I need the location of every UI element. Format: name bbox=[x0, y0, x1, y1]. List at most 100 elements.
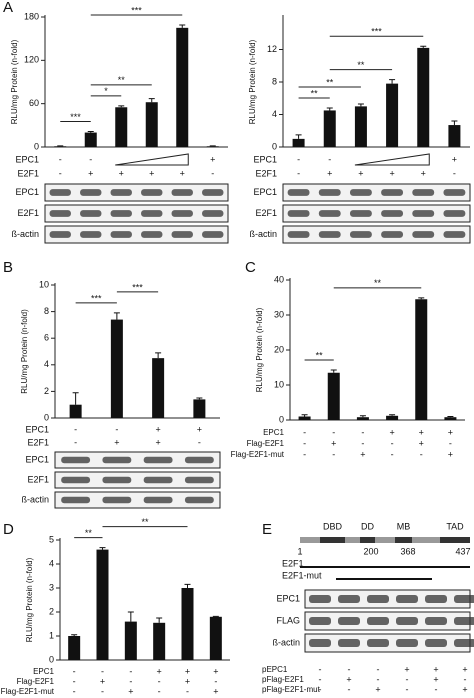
significance-label: *** bbox=[70, 112, 81, 122]
blot-band bbox=[202, 189, 224, 196]
blot-band bbox=[49, 210, 71, 217]
row-mark: - bbox=[449, 438, 452, 448]
blot-band bbox=[80, 189, 102, 196]
row-mark: + bbox=[114, 437, 119, 447]
bar bbox=[417, 47, 430, 147]
row-mark: - bbox=[377, 674, 380, 684]
bar bbox=[386, 415, 399, 420]
blot-band bbox=[143, 456, 173, 464]
blot-band bbox=[367, 639, 389, 647]
significance-label: *** bbox=[132, 282, 143, 292]
error-bar bbox=[451, 120, 458, 126]
panel-letter: E bbox=[262, 521, 272, 538]
blot-label: EPC1 bbox=[15, 187, 39, 197]
row-mark: - bbox=[73, 686, 76, 696]
error-bar bbox=[447, 416, 454, 418]
row-mark: + bbox=[389, 427, 394, 437]
bar bbox=[448, 125, 461, 147]
y-tick-label: 60 bbox=[29, 98, 39, 108]
y-tick-label: 0 bbox=[272, 141, 277, 151]
blot-band bbox=[102, 476, 132, 484]
row-mark: - bbox=[297, 154, 300, 164]
error-bar bbox=[72, 392, 79, 405]
bar bbox=[176, 27, 189, 147]
y-tick-label: 10 bbox=[274, 379, 284, 389]
row-mark: + bbox=[360, 449, 365, 459]
bar bbox=[153, 622, 166, 660]
y-tick-label: 0 bbox=[279, 414, 284, 424]
bar bbox=[298, 416, 311, 420]
blot-band bbox=[381, 189, 403, 196]
blot-band bbox=[61, 476, 91, 484]
domain-label: TAD bbox=[446, 521, 464, 531]
blot-band bbox=[412, 210, 435, 217]
row-mark: + bbox=[155, 424, 160, 434]
blot-band bbox=[396, 639, 418, 647]
row-label: E2F1 bbox=[255, 168, 277, 178]
significance-label: *** bbox=[91, 293, 102, 303]
panel-letter: A bbox=[3, 0, 13, 16]
gradient-triangle bbox=[354, 153, 430, 166]
row-mark: - bbox=[129, 676, 132, 686]
row-mark: - bbox=[391, 438, 394, 448]
y-axis-label: RLU/mg Protein (n-fold) bbox=[25, 557, 34, 642]
row-label: EPC1 bbox=[25, 424, 49, 434]
bar bbox=[84, 132, 97, 147]
y-tick-label: 4 bbox=[272, 109, 277, 119]
y-tick-label: 2 bbox=[44, 386, 49, 396]
bar bbox=[209, 616, 222, 660]
error-bar bbox=[184, 583, 191, 588]
domain bbox=[440, 537, 470, 543]
blot-band bbox=[202, 210, 224, 217]
bar bbox=[356, 417, 369, 420]
bar bbox=[152, 358, 165, 418]
blot-band bbox=[171, 210, 193, 217]
row-mark: + bbox=[433, 664, 438, 674]
blot-band bbox=[454, 639, 474, 647]
blot-label: E2F1 bbox=[27, 474, 49, 484]
error-bar bbox=[113, 312, 120, 320]
blot-band bbox=[80, 231, 102, 238]
blot-band bbox=[171, 189, 193, 196]
row-mark: + bbox=[419, 438, 424, 448]
blot-band bbox=[110, 231, 132, 238]
error-bar bbox=[148, 98, 155, 103]
y-tick-label: 0 bbox=[49, 654, 54, 664]
construct-label: E2F1 bbox=[282, 558, 304, 568]
blot-frame bbox=[44, 183, 229, 202]
blot-band bbox=[338, 639, 360, 647]
row-mark: + bbox=[185, 676, 190, 686]
row-mark: + bbox=[128, 686, 133, 696]
y-axis-label: RLU/mg Protein (n-fold) bbox=[10, 39, 19, 124]
blot-frame bbox=[54, 491, 221, 509]
row-mark: - bbox=[348, 664, 351, 674]
blot-band bbox=[350, 231, 372, 238]
row-mark: - bbox=[59, 168, 62, 178]
blot-band bbox=[454, 595, 474, 603]
row-label: EPC1 bbox=[33, 667, 54, 676]
blot-label: E2F1 bbox=[255, 208, 277, 218]
blot-band bbox=[396, 617, 418, 625]
blot-band bbox=[49, 189, 71, 196]
blot-band bbox=[110, 189, 132, 196]
significance-label: *** bbox=[371, 27, 382, 37]
y-tick-label: 5 bbox=[49, 534, 54, 544]
position-label: 368 bbox=[400, 546, 415, 556]
row-mark: + bbox=[433, 674, 438, 684]
error-bar bbox=[301, 414, 308, 417]
bar bbox=[386, 83, 399, 147]
y-tick-label: 12 bbox=[267, 44, 277, 54]
blot-band bbox=[412, 189, 435, 196]
row-mark: + bbox=[149, 168, 154, 178]
error-bar bbox=[127, 611, 134, 622]
error-bar bbox=[357, 103, 364, 107]
row-mark: + bbox=[462, 684, 467, 694]
blot-band bbox=[443, 231, 466, 238]
row-mark: - bbox=[361, 438, 364, 448]
blot-band bbox=[287, 210, 310, 217]
significance-label: ** bbox=[141, 517, 149, 527]
row-label: Flag-E2F1 bbox=[17, 677, 55, 686]
row-mark: - bbox=[73, 676, 76, 686]
bar bbox=[292, 138, 305, 147]
bar bbox=[110, 319, 123, 418]
